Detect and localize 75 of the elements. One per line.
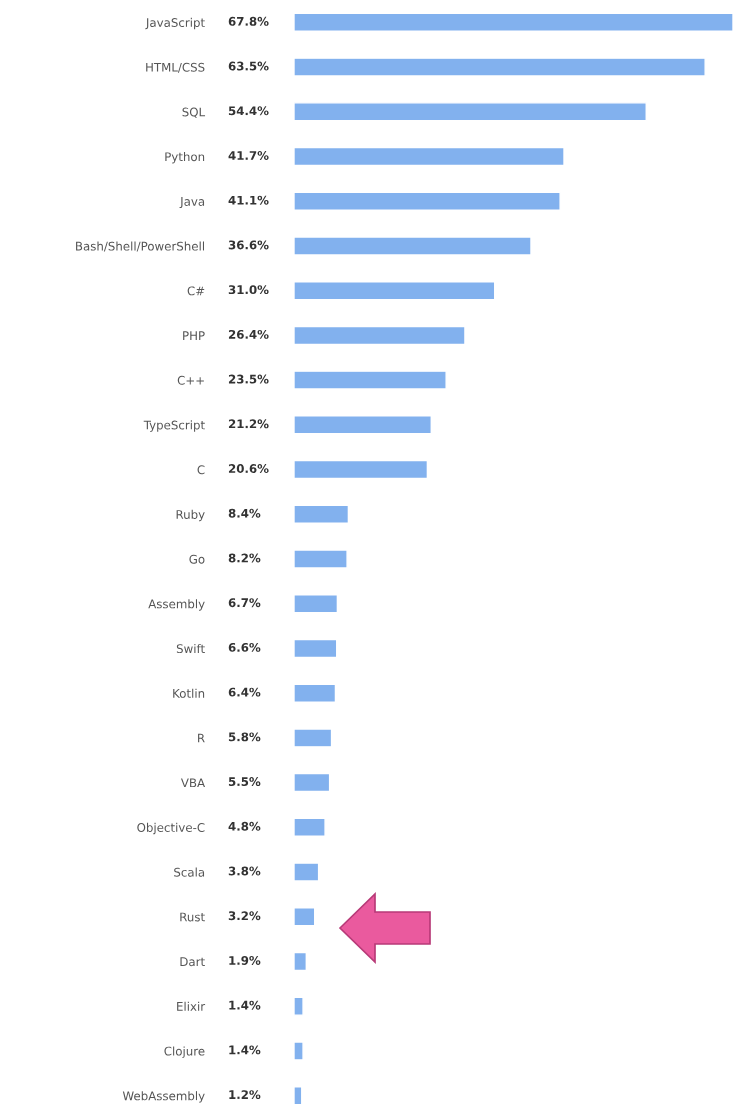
bar: [294, 102, 647, 122]
bar: [294, 817, 326, 837]
data-label: 26.4%: [228, 329, 269, 339]
data-label: 21.2%: [228, 419, 269, 429]
bar: [294, 191, 561, 211]
y-tick-label: Assembly: [148, 599, 205, 611]
data-label: 5.5%: [228, 777, 261, 787]
y-tick-label: Ruby: [176, 509, 205, 522]
bar: [294, 907, 316, 927]
bar: [294, 281, 496, 301]
data-label: 6.6%: [228, 642, 261, 652]
y-tick-label: C: [197, 465, 205, 475]
y-tick-label: R: [198, 733, 205, 743]
bar: [294, 504, 350, 524]
data-label: 41.1%: [228, 195, 269, 205]
bar: [294, 370, 447, 390]
bar: [294, 772, 331, 793]
y-tick-label: Objective-C: [137, 822, 205, 835]
bar: [294, 415, 432, 435]
y-tick-label: Clojure: [164, 1046, 205, 1058]
data-label: 8.2%: [228, 553, 261, 563]
bar: [294, 862, 320, 882]
bar: [294, 459, 429, 480]
data-label: 8.4%: [228, 508, 261, 518]
bar: [294, 638, 338, 659]
data-label: 41.7%: [228, 151, 269, 160]
y-tick-label: Dart: [180, 957, 205, 967]
data-label: 1.4%: [229, 1045, 261, 1055]
data-label: 36.6%: [228, 240, 269, 250]
bar: [294, 1086, 303, 1106]
data-label: 67.8%: [228, 16, 269, 26]
bar: [294, 951, 307, 972]
y-tick-label: Elixir: [177, 1001, 206, 1011]
data-label: 1.9%: [229, 955, 261, 965]
y-tick-label: Rust: [180, 912, 205, 922]
data-label: 4.8%: [228, 821, 261, 831]
bar: [294, 683, 337, 703]
bar: [294, 325, 466, 346]
bar: [294, 12, 733, 32]
data-label: 54.4%: [228, 106, 269, 116]
data-label: 63.5%: [228, 61, 269, 71]
bar: [294, 549, 348, 569]
bar: [294, 57, 706, 77]
y-tick-label: HTML/CSS: [146, 62, 205, 73]
y-tick-label: PHP: [183, 331, 205, 340]
bar: [294, 1041, 304, 1061]
y-tick-label: Python: [165, 152, 205, 164]
y-tick-label: VBA: [180, 778, 206, 788]
y-tick-label: WebAssembly: [122, 1091, 205, 1103]
y-tick-label: Go: [189, 554, 205, 564]
y-tick-label: SQL: [182, 107, 206, 118]
data-label: 1.2%: [229, 1090, 261, 1100]
y-tick-label: C#: [187, 286, 205, 296]
y-tick-label: C++: [177, 375, 204, 385]
bar: [294, 996, 304, 1016]
data-label: 1.4%: [229, 1000, 261, 1010]
data-label: 20.6%: [228, 464, 269, 473]
y-tick-label: Scala: [174, 867, 205, 877]
data-label: 23.5%: [228, 374, 269, 384]
bar: [294, 594, 339, 614]
y-tick-label: JavaScript: [145, 17, 205, 30]
data-label: 6.7%: [228, 598, 261, 608]
y-tick-label: Java: [179, 197, 205, 209]
data-label: 3.8%: [228, 866, 261, 876]
bar: [294, 146, 565, 167]
y-tick-label: Bash/Shell/PowerShell: [76, 241, 204, 252]
data-label: 31.0%: [228, 285, 269, 295]
data-label: 6.4%: [228, 687, 261, 697]
data-label: 5.8%: [228, 732, 261, 742]
y-tick-label: Swift: [176, 643, 205, 654]
y-tick-label: Kotlin: [173, 688, 205, 698]
bar: [294, 236, 532, 256]
data-label: 3.2%: [228, 911, 261, 921]
bar: [294, 728, 333, 748]
y-tick-label: TypeScript: [143, 420, 205, 432]
